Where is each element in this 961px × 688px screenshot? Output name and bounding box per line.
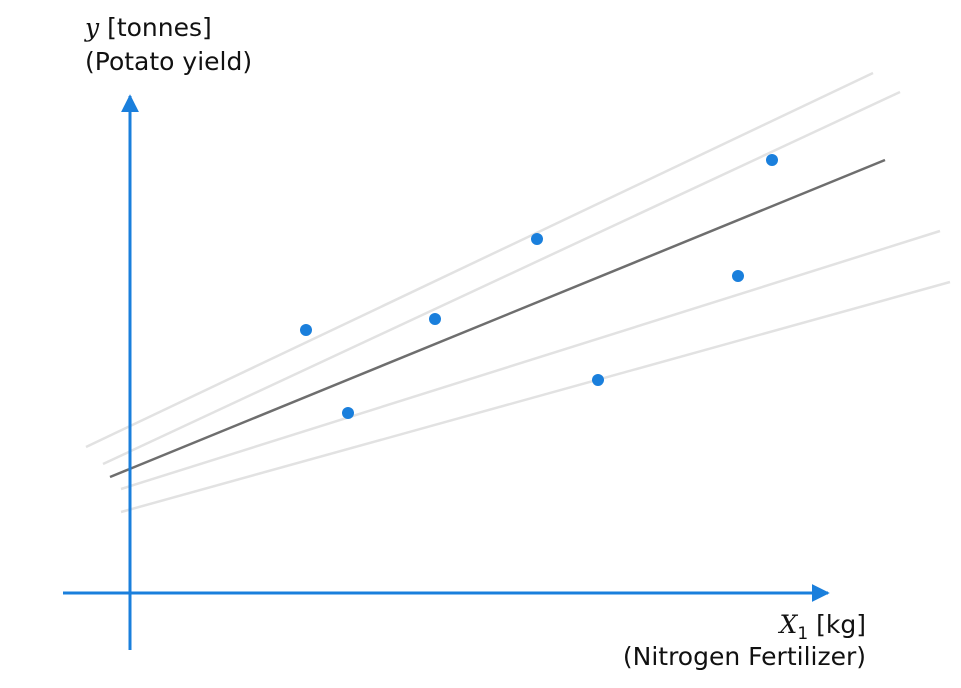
- candidate-line: [85, 71, 874, 449]
- x-unit: [kg]: [816, 610, 866, 639]
- candidate-line: [120, 229, 941, 491]
- x-axis-label: X1 [kg]: [778, 610, 867, 644]
- x-subscript: 1: [797, 624, 808, 644]
- point: [342, 407, 354, 419]
- y-axis-label: y [tonnes]: [84, 13, 212, 42]
- y-variable: y: [84, 13, 100, 42]
- fit-lines: [85, 71, 951, 514]
- point: [732, 270, 744, 282]
- x-axis-name: (Nitrogen Fertilizer): [623, 642, 866, 671]
- point: [592, 374, 604, 386]
- x-variable: X: [778, 610, 799, 639]
- data-points: [300, 154, 778, 419]
- candidate-line: [120, 280, 951, 514]
- point: [531, 233, 543, 245]
- y-axis-name: (Potato yield): [85, 47, 252, 76]
- y-unit: [tonnes]: [107, 13, 212, 42]
- point: [766, 154, 778, 166]
- best-fit-line: [109, 158, 886, 479]
- point: [300, 324, 312, 336]
- candidate-line: [102, 90, 901, 466]
- point: [429, 313, 441, 325]
